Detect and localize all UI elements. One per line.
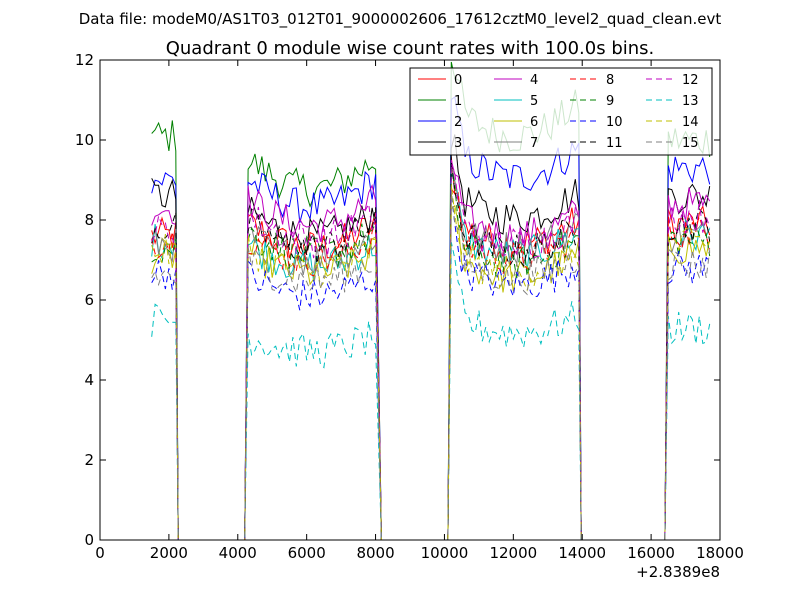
legend-label-6: 6 [530, 115, 538, 130]
legend-frame [409, 67, 713, 156]
legend-label-9: 9 [606, 94, 614, 109]
legend-label-7: 7 [530, 136, 538, 151]
legend-label-13: 13 [682, 94, 699, 109]
x-tick-label: 0 [95, 544, 105, 562]
chart-suptitle: Data file: modeM0/AS1T03_012T01_90000026… [79, 10, 722, 29]
legend-label-1: 1 [454, 94, 462, 109]
legend-label-2: 2 [454, 115, 462, 130]
x-tick-label: 18000 [696, 544, 744, 562]
legend-label-11: 11 [606, 136, 623, 151]
legend-label-15: 15 [682, 136, 699, 151]
chart-title: Quadrant 0 module wise count rates with … [166, 38, 655, 59]
y-tick-label: 8 [84, 211, 94, 229]
x-axis: 0 2000 4000 6000 8000 10000 12000 14000 16000 180… [95, 60, 744, 562]
x-tick-label: 4000 [219, 544, 257, 562]
legend-label-4: 4 [530, 73, 538, 88]
y-tick-label: 2 [84, 451, 94, 469]
y-tick-label: 0 [84, 531, 94, 549]
legend-label-0: 0 [454, 73, 462, 88]
y-tick-label: 10 [75, 131, 94, 149]
x-tick-label: 6000 [288, 544, 326, 562]
y-tick-label: 4 [84, 371, 94, 389]
y-tick-label: 6 [84, 291, 94, 309]
x-tick-label: 12000 [489, 544, 537, 562]
x-tick-label: 14000 [558, 544, 606, 562]
legend-label-8: 8 [606, 73, 614, 88]
legend-label-3: 3 [454, 136, 462, 151]
legend-label-14: 14 [682, 115, 699, 130]
x-tick-label: 2000 [150, 544, 188, 562]
x-tick-label: 10000 [421, 544, 469, 562]
x-tick-label: 8000 [356, 544, 394, 562]
y-tick-label: 12 [75, 51, 94, 69]
legend-label-12: 12 [682, 73, 699, 88]
legend-label-5: 5 [530, 94, 538, 109]
legend-label-10: 10 [606, 115, 623, 130]
x-tick-label: 16000 [627, 544, 675, 562]
x-axis-offset-label: +2.8389e8 [636, 563, 720, 581]
